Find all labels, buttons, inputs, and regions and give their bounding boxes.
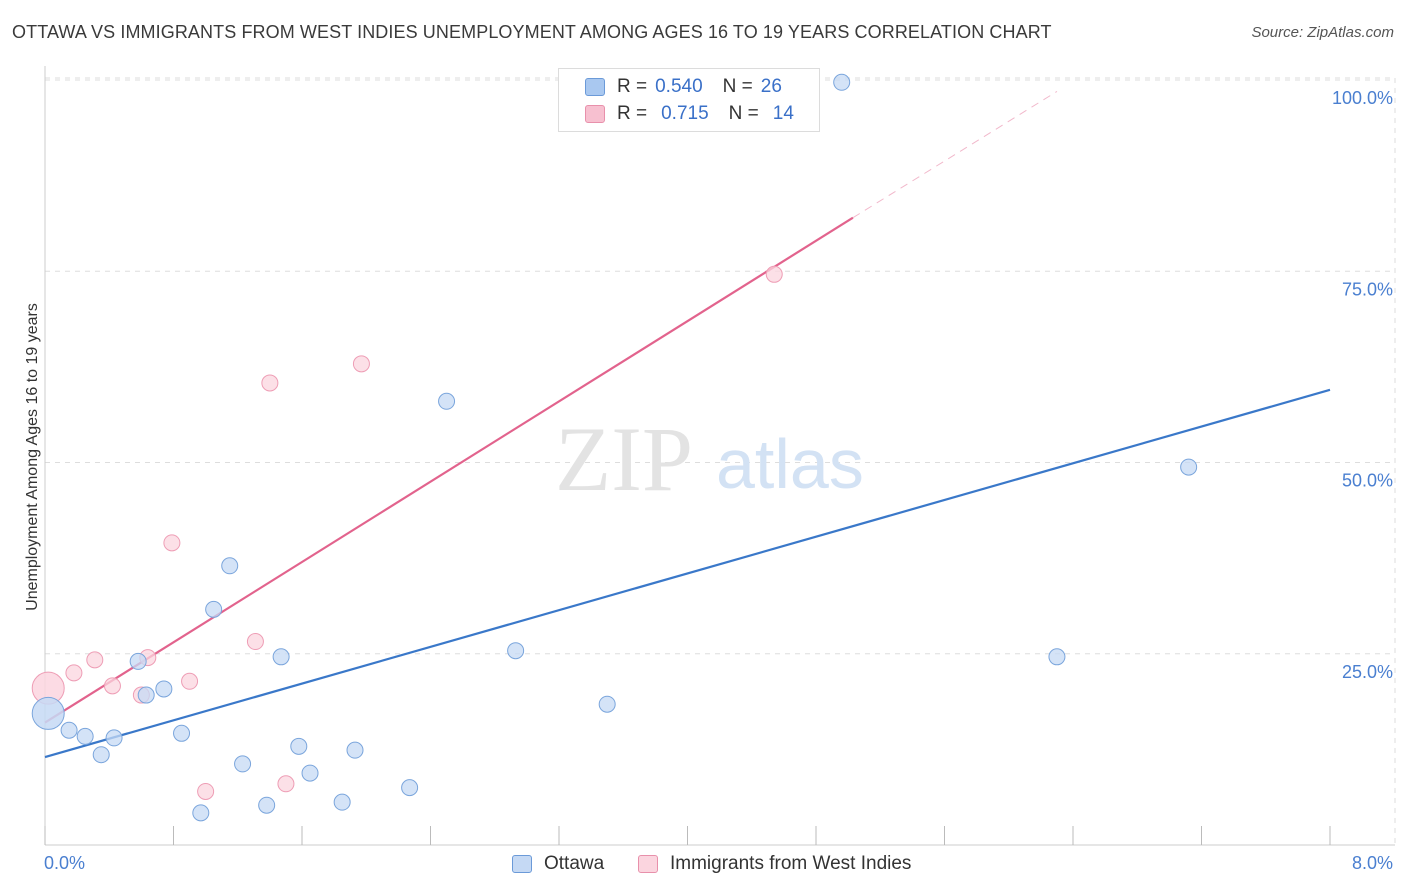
point-ottawa (92, 746, 110, 764)
bottom-legend-west-indies: Immigrants from West Indies (638, 852, 911, 876)
point-west-indies (163, 534, 181, 552)
point-ottawa (290, 737, 308, 755)
point-ottawa (31, 696, 65, 730)
watermark-zip: ZIP (555, 408, 693, 510)
point-west-indies (246, 633, 264, 651)
point-ottawa (598, 695, 616, 713)
bottom-legend-swatch-ottawa (512, 855, 532, 873)
bottom-legend-ottawa: Ottawa (512, 852, 604, 876)
point-west-indies (86, 651, 104, 669)
y-tick-labels: 25.0% 50.0% 75.0% 100.0% (1332, 88, 1393, 682)
trend-line-0 (44, 388, 1331, 759)
legend-n-value: 14 (772, 103, 794, 124)
point-west-indies (352, 355, 370, 373)
point-ottawa (192, 804, 210, 822)
point-ottawa (60, 721, 78, 739)
legend-n-label: N = (722, 76, 753, 97)
point-ottawa (333, 793, 351, 811)
point-ottawa (155, 680, 173, 698)
x-tick-label: 0.0% (44, 853, 85, 873)
point-ottawa (833, 73, 851, 91)
correlation-legend: R = 0.540 N = 26 R = 0.715 N = 14 (558, 68, 820, 132)
legend-swatch-ottawa (585, 78, 605, 96)
point-ottawa (1180, 458, 1198, 476)
point-west-indies (765, 265, 783, 283)
point-ottawa (301, 764, 319, 782)
point-ottawa (272, 648, 290, 666)
x-tick-labels: 0.0% 8.0% (44, 853, 1393, 873)
legend-row-west-indies: R = 0.715 N = 14 (585, 102, 794, 126)
y-tick-label: 75.0% (1342, 279, 1393, 299)
point-ottawa (507, 642, 525, 660)
point-ottawa (438, 392, 456, 410)
y-tick-label: 50.0% (1342, 471, 1393, 491)
bottom-legend-label-ottawa: Ottawa (544, 853, 605, 874)
point-ottawa (1048, 648, 1066, 666)
legend-row-ottawa: R = 0.540 N = 26 (585, 75, 782, 99)
data-points (31, 73, 1198, 822)
watermark: ZIP atlas (555, 408, 864, 510)
y-axis-label: Unemployment Among Ages 16 to 19 years (24, 303, 41, 611)
point-ottawa (76, 727, 94, 745)
point-ottawa (105, 729, 123, 747)
point-ottawa (137, 686, 155, 704)
point-ottawa (205, 600, 223, 618)
legend-n-label: N = (728, 103, 759, 124)
trend-lines (44, 91, 1331, 759)
bottom-legend-swatch-west-indies (638, 855, 658, 873)
chart-title: OTTAWA VS IMMIGRANTS FROM WEST INDIES UN… (12, 22, 1052, 42)
point-ottawa (401, 779, 419, 797)
legend-swatch-west-indies (585, 105, 605, 123)
x-tick-label: 8.0% (1352, 853, 1393, 873)
point-west-indies (197, 782, 215, 800)
point-ottawa (234, 755, 252, 773)
legend-r-value: 0.715 (661, 103, 709, 124)
point-ottawa (129, 652, 147, 670)
point-west-indies (277, 775, 295, 793)
point-west-indies (103, 677, 121, 695)
legend-n-value: 26 (760, 76, 782, 97)
point-ottawa (346, 741, 364, 759)
point-west-indies (65, 664, 83, 682)
trend-line-1 (44, 216, 854, 724)
trend-line-extension-1 (852, 91, 1058, 219)
point-west-indies (181, 672, 199, 690)
source-credit: Source: ZipAtlas.com (1251, 24, 1394, 41)
point-ottawa (221, 557, 239, 575)
point-ottawa (258, 796, 276, 814)
legend-r-value: 0.540 (655, 76, 703, 97)
y-tick-label: 25.0% (1342, 662, 1393, 682)
point-ottawa (173, 724, 191, 742)
watermark-atlas: atlas (716, 425, 864, 503)
legend-r-label: R = (617, 103, 648, 124)
y-tick-label: 100.0% (1332, 88, 1393, 108)
point-west-indies (261, 374, 279, 392)
legend-r-label: R = (617, 76, 648, 97)
bottom-legend-label-west-indies: Immigrants from West Indies (670, 853, 912, 874)
